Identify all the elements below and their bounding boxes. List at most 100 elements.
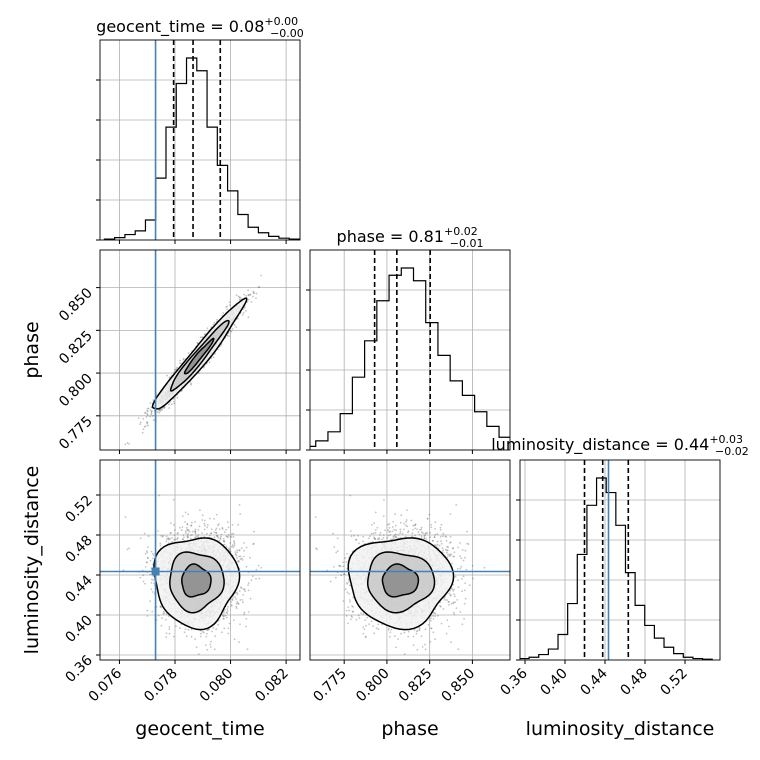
scatter-point <box>153 582 156 585</box>
scatter-point <box>147 535 150 538</box>
scatter-point <box>229 550 232 553</box>
scatter-point <box>183 536 185 539</box>
scatter-point <box>186 534 189 537</box>
scatter-point <box>213 531 216 533</box>
scatter-point <box>228 622 231 625</box>
scatter-point <box>144 411 146 414</box>
scatter-point <box>182 357 185 360</box>
scatter-point <box>165 636 168 638</box>
scatter-point <box>206 632 208 635</box>
scatter-point <box>226 521 229 524</box>
scatter-point <box>179 526 181 529</box>
scatter-point <box>144 582 146 585</box>
scatter-point <box>206 629 209 631</box>
scatter-point <box>168 628 171 630</box>
scatter-point <box>222 540 225 543</box>
scatter-point <box>235 294 238 297</box>
scatter-point <box>243 611 246 614</box>
scatter-point <box>226 608 229 610</box>
scatter-point <box>163 612 166 614</box>
scatter-point <box>166 538 168 541</box>
scatter-point <box>226 610 229 612</box>
scatter-point <box>233 540 236 542</box>
scatter-point <box>255 297 257 299</box>
scatter-point <box>220 533 223 536</box>
scatter-point <box>247 316 250 319</box>
scatter-point <box>159 410 162 412</box>
scatter-point <box>210 532 213 535</box>
scatter-point <box>237 523 240 526</box>
scatter-point <box>158 411 161 414</box>
scatter-point <box>232 546 235 548</box>
scatter-point <box>234 553 237 556</box>
scatter-point <box>198 525 201 528</box>
scatter-point <box>219 537 222 540</box>
scatter-point <box>222 312 225 314</box>
scatter-point <box>149 559 152 562</box>
scatter-point <box>147 546 149 548</box>
scatter-point <box>145 561 148 564</box>
scatter-point <box>176 366 178 369</box>
scatter-point <box>214 529 217 531</box>
scatter-point <box>159 408 162 411</box>
scatter-point <box>194 532 197 535</box>
scatter-point <box>215 513 218 516</box>
scatter-point <box>147 407 150 410</box>
scatter-point <box>202 631 205 634</box>
scatter-point <box>217 524 219 527</box>
scatter-point <box>190 635 193 638</box>
scatter-point <box>143 426 146 428</box>
scatter-point <box>176 663 178 665</box>
scatter-point <box>242 594 245 596</box>
scatter-point <box>146 421 148 424</box>
scatter-point <box>203 528 206 531</box>
scatter-point <box>183 631 186 634</box>
scatter-point <box>171 540 174 543</box>
scatter-point <box>123 453 125 455</box>
scatter-point <box>171 537 173 539</box>
scatter-point <box>160 624 163 627</box>
scatter-point <box>190 383 192 386</box>
scatter-point <box>152 575 155 578</box>
scatter-point <box>151 591 154 593</box>
scatter-point <box>165 613 168 615</box>
scatter-point <box>229 542 232 544</box>
scatter-point <box>232 535 235 538</box>
histogram-luminosity_distance <box>520 477 713 660</box>
scatter-point <box>126 442 129 444</box>
scatter-point <box>190 382 192 385</box>
scatter-point <box>241 599 244 601</box>
scatter-point <box>124 516 127 518</box>
scatter-point <box>168 403 170 406</box>
scatter-point <box>252 575 254 578</box>
scatter-point <box>150 582 153 584</box>
scatter-point <box>230 330 233 333</box>
scatter-point <box>223 627 226 630</box>
scatter-point <box>226 535 229 538</box>
scatter-point <box>243 613 246 616</box>
scatter-point <box>158 494 161 497</box>
scatter-point <box>149 409 152 411</box>
scatter-point <box>233 324 236 326</box>
scatter-point <box>191 521 193 524</box>
histogram-geocent_time <box>103 57 300 240</box>
ylabel-phase: phase <box>21 321 43 378</box>
scatter-point <box>184 530 187 533</box>
scatter-point <box>197 372 200 375</box>
scatter-point <box>233 542 236 545</box>
scatter-point <box>139 423 142 425</box>
scatter-point <box>234 596 237 598</box>
scatter-point <box>237 317 240 320</box>
scatter-point <box>217 623 220 626</box>
scatter-point <box>149 402 152 404</box>
scatter-point <box>236 601 239 603</box>
scatter-point <box>157 530 159 532</box>
scatter-point <box>142 428 145 431</box>
scatter-point <box>195 646 198 649</box>
scatter-point <box>208 361 211 364</box>
scatter-point <box>163 407 166 409</box>
scatter-point <box>258 577 261 580</box>
ylabel-luminosity-distance: luminosity_distance <box>21 466 43 655</box>
scatter-point <box>260 274 263 277</box>
scatter-point <box>150 412 153 414</box>
